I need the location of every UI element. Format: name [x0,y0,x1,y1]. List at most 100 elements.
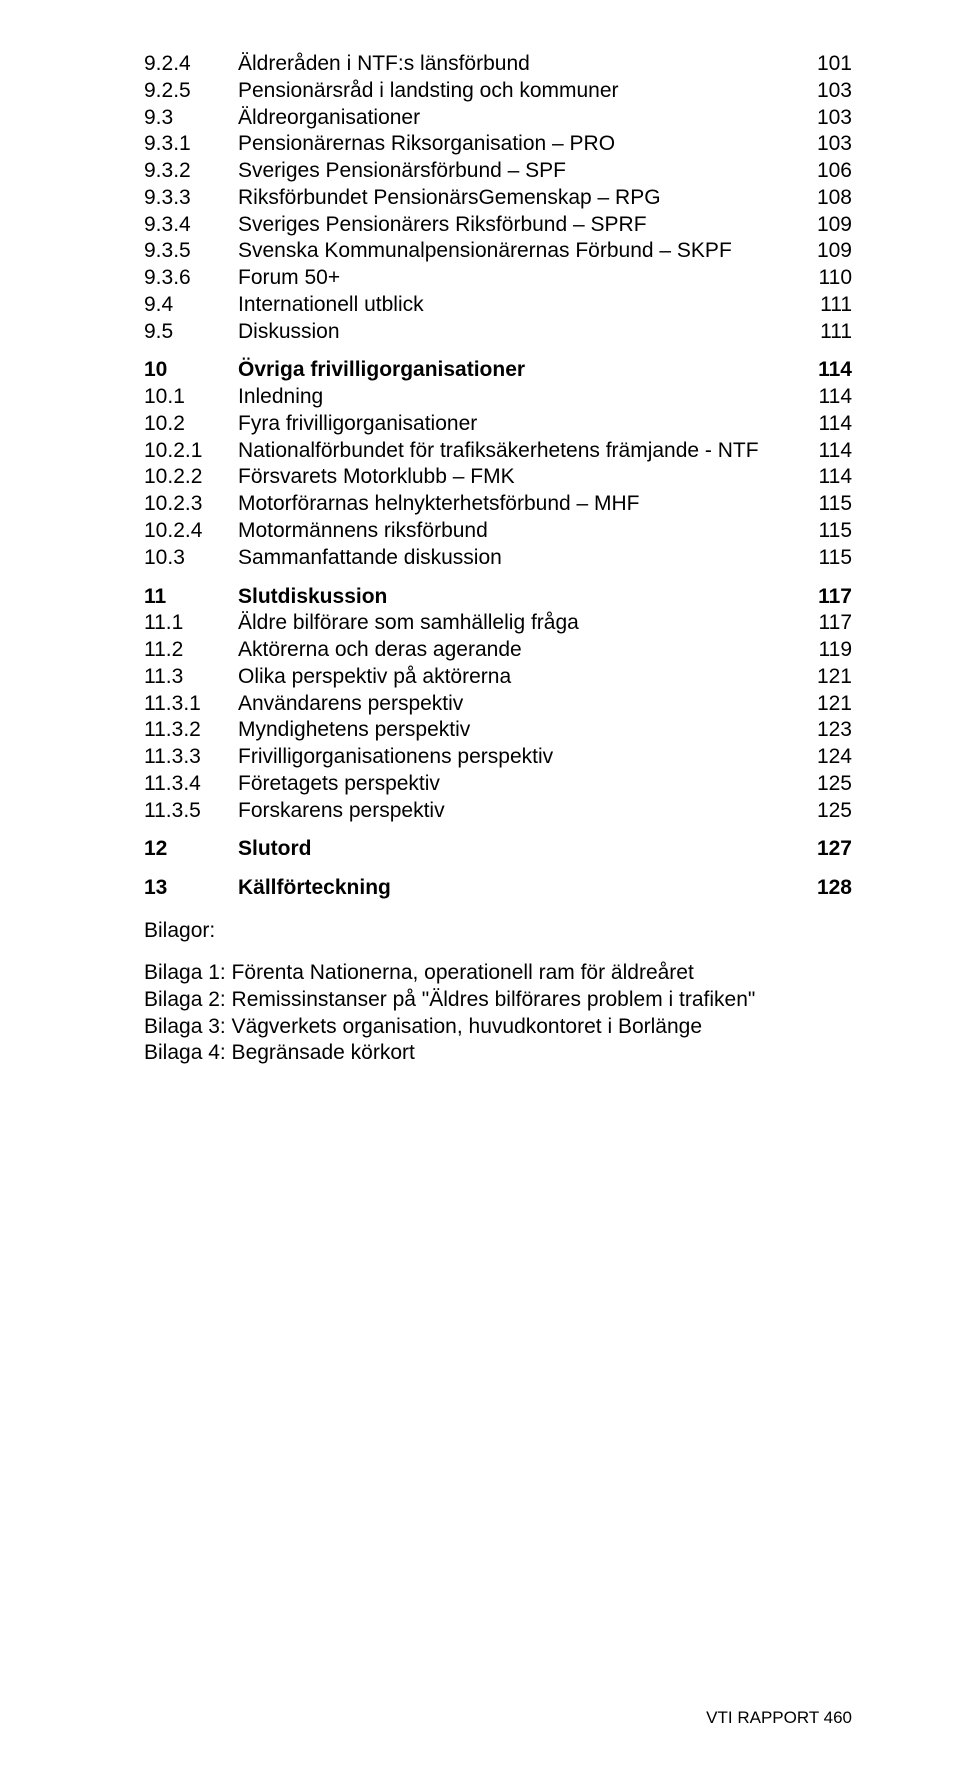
toc-row: 9.3Äldreorganisationer103 [144,106,852,131]
toc-page-number: 121 [796,692,852,717]
toc-label: Sveriges Pensionärers Riksförbund – SPRF [238,213,796,238]
bilagor-heading: Bilagor: [144,919,852,943]
toc-page-number: 128 [796,876,852,901]
toc-label: Äldreråden i NTF:s länsförbund [238,52,796,77]
toc-row: 11.3.3Frivilligorganisationens perspekti… [144,745,852,770]
toc-row: 9.3.2Sveriges Pensionärsförbund – SPF106 [144,159,852,184]
toc-label: Sveriges Pensionärsförbund – SPF [238,159,796,184]
toc-row: 11.3.4Företagets perspektiv125 [144,772,852,797]
toc-page-number: 106 [796,159,852,184]
toc-row: 9.2.5Pensionärsråd i landsting och kommu… [144,79,852,104]
toc-label: Inledning [238,385,796,410]
toc-number: 11.3 [144,665,238,690]
toc-label: Nationalförbundet för trafiksäkerhetens … [238,439,796,464]
toc-row: 10Övriga frivilligorganisationer114 [144,358,852,383]
toc-row: 9.3.6Forum 50+110 [144,266,852,291]
bilaga-line: Bilaga 1: Förenta Nationerna, operatione… [144,961,852,986]
page-container: 9.2.4Äldreråden i NTF:s länsförbund1019.… [0,0,960,1772]
toc-page-number: 125 [796,799,852,824]
toc-page-number: 114 [796,385,852,410]
toc-row: 9.4Internationell utblick111 [144,293,852,318]
toc-gap [144,573,852,585]
toc-label: Användarens perspektiv [238,692,796,717]
toc-number: 9.5 [144,320,238,345]
toc-page-number: 109 [796,239,852,264]
toc-page-number: 114 [796,439,852,464]
toc-gap [144,825,852,837]
toc-row: 11.3.1Användarens perspektiv121 [144,692,852,717]
toc-row: 11.2Aktörerna och deras agerande119 [144,638,852,663]
toc-label: Fyra frivilligorganisationer [238,412,796,437]
toc-number: 11.1 [144,611,238,636]
toc-label: Övriga frivilligorganisationer [238,358,796,383]
toc-label: Sammanfattande diskussion [238,546,796,571]
toc-row: 11.3.5Forskarens perspektiv125 [144,799,852,824]
toc-row: 9.3.3Riksförbundet PensionärsGemenskap –… [144,186,852,211]
toc-row: 9.3.4Sveriges Pensionärers Riksförbund –… [144,213,852,238]
toc-row: 10.2.3Motorförarnas helnykterhetsförbund… [144,492,852,517]
toc: 9.2.4Äldreråden i NTF:s länsförbund1019.… [144,52,852,901]
toc-row: 13Källförteckning128 [144,876,852,901]
toc-label: Försvarets Motorklubb – FMK [238,465,796,490]
toc-row: 10.2.4Motormännens riksförbund115 [144,519,852,544]
toc-number: 10.2 [144,412,238,437]
toc-page-number: 127 [796,837,852,862]
toc-page-number: 121 [796,665,852,690]
toc-page-number: 109 [796,213,852,238]
toc-row: 9.3.5Svenska Kommunalpensionärernas Förb… [144,239,852,264]
toc-gap [144,346,852,358]
toc-row: 9.5Diskussion111 [144,320,852,345]
toc-page-number: 115 [796,519,852,544]
toc-number: 9.3 [144,106,238,131]
bilaga-line: Bilaga 3: Vägverkets organisation, huvud… [144,1015,852,1040]
bilaga-line: Bilaga 4: Begränsade körkort [144,1041,852,1066]
toc-number: 9.4 [144,293,238,318]
toc-page-number: 124 [796,745,852,770]
toc-label: Riksförbundet PensionärsGemenskap – RPG [238,186,796,211]
toc-label: Motormännens riksförbund [238,519,796,544]
toc-number: 9.3.6 [144,266,238,291]
toc-page-number: 114 [796,358,852,383]
toc-label: Frivilligorganisationens perspektiv [238,745,796,770]
toc-label: Slutord [238,837,796,862]
toc-number: 10.2.3 [144,492,238,517]
toc-row: 11.3Olika perspektiv på aktörerna121 [144,665,852,690]
toc-row: 10.1Inledning114 [144,385,852,410]
toc-number: 10 [144,358,238,383]
toc-number: 9.3.2 [144,159,238,184]
toc-number: 10.2.1 [144,439,238,464]
toc-row: 10.3Sammanfattande diskussion115 [144,546,852,571]
toc-page-number: 110 [796,266,852,291]
toc-label: Företagets perspektiv [238,772,796,797]
toc-number: 10.3 [144,546,238,571]
toc-page-number: 123 [796,718,852,743]
toc-label: Myndighetens perspektiv [238,718,796,743]
toc-page-number: 101 [796,52,852,77]
toc-number: 11.3.4 [144,772,238,797]
toc-number: 9.3.4 [144,213,238,238]
toc-label: Källförteckning [238,876,796,901]
toc-gap [144,864,852,876]
toc-number: 9.2.4 [144,52,238,77]
toc-label: Äldre bilförare som samhällelig fråga [238,611,796,636]
toc-number: 10.2.4 [144,519,238,544]
toc-page-number: 103 [796,79,852,104]
toc-number: 11 [144,585,238,610]
toc-number: 11.3.5 [144,799,238,824]
toc-page-number: 125 [796,772,852,797]
toc-number: 9.3.1 [144,132,238,157]
toc-number: 11.3.2 [144,718,238,743]
toc-row: 11.1Äldre bilförare som samhällelig fråg… [144,611,852,636]
toc-row: 9.3.1Pensionärernas Riksorganisation – P… [144,132,852,157]
toc-label: Internationell utblick [238,293,796,318]
toc-row: 10.2Fyra frivilligorganisationer114 [144,412,852,437]
toc-number: 11.3.3 [144,745,238,770]
toc-page-number: 114 [796,465,852,490]
toc-label: Diskussion [238,320,796,345]
toc-label: Olika perspektiv på aktörerna [238,665,796,690]
toc-page-number: 115 [796,546,852,571]
toc-number: 9.3.5 [144,239,238,264]
toc-label: Svenska Kommunalpensionärernas Förbund –… [238,239,796,264]
toc-row: 9.2.4Äldreråden i NTF:s länsförbund101 [144,52,852,77]
toc-label: Motorförarnas helnykterhetsförbund – MHF [238,492,796,517]
